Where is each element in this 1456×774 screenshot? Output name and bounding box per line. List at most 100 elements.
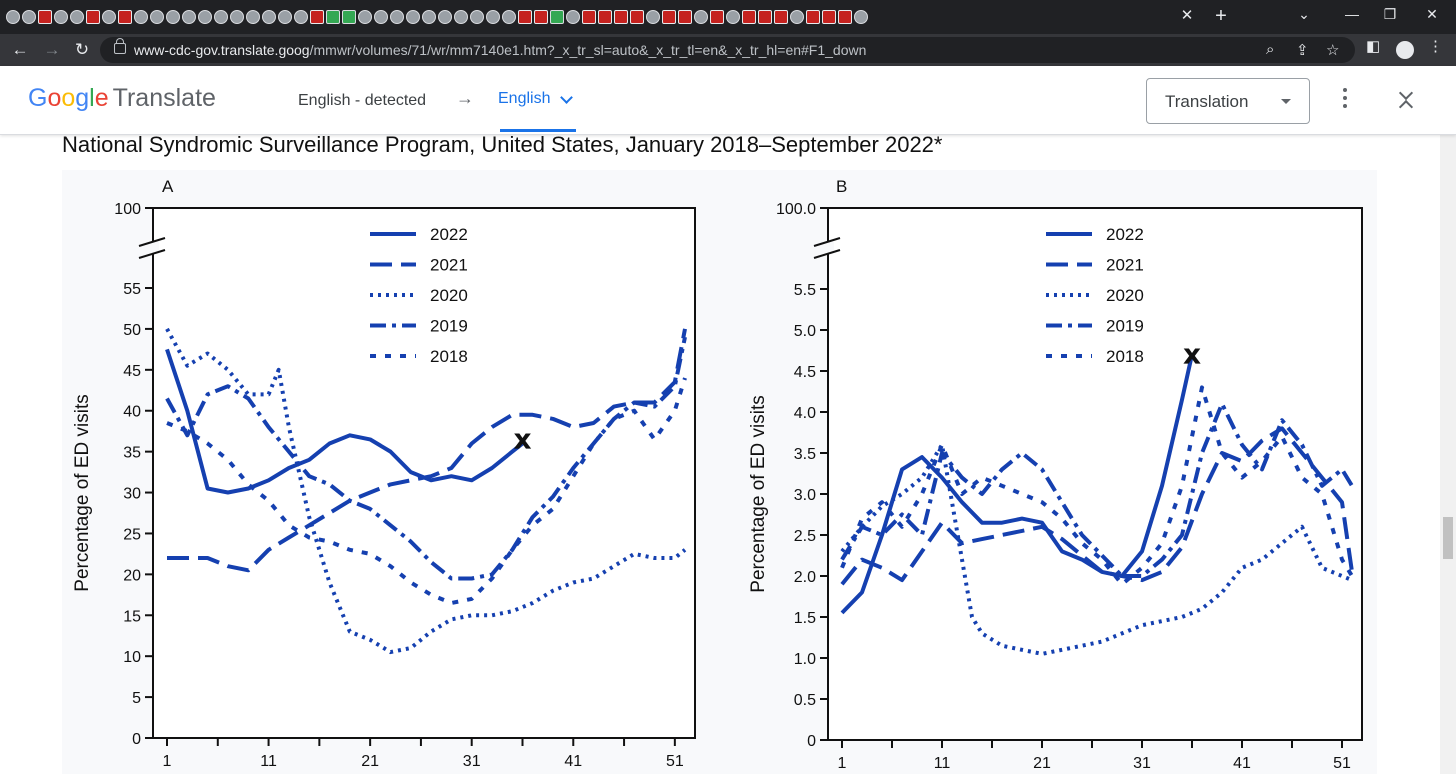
zoom-icon[interactable]: ⌕ xyxy=(1266,41,1275,58)
translation-mode-select[interactable]: Translation xyxy=(1146,78,1310,124)
tab-favicon-41[interactable] xyxy=(662,10,676,24)
x-tick-label: 31 xyxy=(463,753,481,770)
tab-favicon-18[interactable] xyxy=(294,10,308,24)
tab-favicon-45[interactable] xyxy=(726,10,740,24)
x-tick-label: 21 xyxy=(361,753,379,770)
tab-favicon-20[interactable] xyxy=(326,10,340,24)
y-tick-label: 4.5 xyxy=(794,364,816,381)
tab-favicon-44[interactable] xyxy=(710,10,724,24)
tab-favicon-4[interactable] xyxy=(70,10,84,24)
tab-favicon-43[interactable] xyxy=(694,10,708,24)
axis-break-gap xyxy=(147,242,159,254)
tab-favicon-32[interactable] xyxy=(518,10,532,24)
tab-favicon-31[interactable] xyxy=(502,10,516,24)
tab-favicon-51[interactable] xyxy=(822,10,836,24)
tab-favicon-42[interactable] xyxy=(678,10,692,24)
chevron-down-icon[interactable] xyxy=(560,91,573,104)
tab-favicon-33[interactable] xyxy=(534,10,548,24)
figure-heading: National Syndromic Surveillance Program,… xyxy=(62,134,943,157)
tab-favicon-48[interactable] xyxy=(774,10,788,24)
collapse-icon[interactable] xyxy=(1398,85,1416,115)
tab-favicon-35[interactable] xyxy=(566,10,580,24)
tab-favicon-9[interactable] xyxy=(150,10,164,24)
minimize-icon[interactable]: — xyxy=(1345,6,1359,22)
tab-favicon-36[interactable] xyxy=(582,10,596,24)
tab-favicon-39[interactable] xyxy=(630,10,644,24)
new-tab-button[interactable]: + xyxy=(1215,5,1227,27)
tab-favicon-27[interactable] xyxy=(438,10,452,24)
tab-favicon-46[interactable] xyxy=(742,10,756,24)
tab-favicon-28[interactable] xyxy=(454,10,468,24)
tab-favicon-38[interactable] xyxy=(614,10,628,24)
url-text[interactable]: www-cdc-gov.translate.goog/mmwr/volumes/… xyxy=(134,42,867,58)
y-tick-label: 40 xyxy=(123,404,141,421)
page-content: National Syndromic Surveillance Program,… xyxy=(0,134,1440,774)
bookmark-star-icon[interactable]: ☆ xyxy=(1326,42,1340,59)
tab-favicon-5[interactable] xyxy=(86,10,100,24)
side-panel-icon[interactable]: ◧ xyxy=(1366,38,1381,55)
tab-favicon-14[interactable] xyxy=(230,10,244,24)
tab-favicon-37[interactable] xyxy=(598,10,612,24)
tab-favicon-25[interactable] xyxy=(406,10,420,24)
google-translate-logo[interactable]: Google Translate xyxy=(28,84,216,112)
restore-icon[interactable]: ❐ xyxy=(1383,6,1397,22)
legend-label: 2020 xyxy=(430,286,468,305)
tab-favicon-10[interactable] xyxy=(166,10,180,24)
browser-menu-icon[interactable]: ⋮ xyxy=(1428,38,1443,55)
share-icon[interactable]: ⇪ xyxy=(1296,42,1309,59)
tab-favicon-12[interactable] xyxy=(198,10,212,24)
y-tick-label: 35 xyxy=(123,445,141,462)
tab-favicon-34[interactable] xyxy=(550,10,564,24)
close-tab-icon[interactable]: ✕ xyxy=(1180,7,1194,24)
y-break-label: 100 xyxy=(114,201,141,218)
tab-favicon-15[interactable] xyxy=(246,10,260,24)
tab-favicon-13[interactable] xyxy=(214,10,228,24)
tab-favicon-53[interactable] xyxy=(854,10,868,24)
tab-favicon-49[interactable] xyxy=(790,10,804,24)
tab-favicon-19[interactable] xyxy=(310,10,324,24)
target-language-dropdown[interactable]: English xyxy=(498,90,551,107)
browser-tab-strip: ✕ + ⌄ — ❐ ✕ xyxy=(0,0,1456,34)
y-axis-label: Percentage of ED visits xyxy=(748,395,769,592)
y-tick-label: 0.5 xyxy=(794,692,816,709)
x-tick-label: 51 xyxy=(666,753,684,770)
tab-favicon-22[interactable] xyxy=(358,10,372,24)
more-options-icon[interactable] xyxy=(1338,88,1352,114)
tab-search-icon[interactable]: ⌄ xyxy=(1298,6,1310,22)
tab-favicon-26[interactable] xyxy=(422,10,436,24)
tab-favicon-24[interactable] xyxy=(390,10,404,24)
tab-favicon-7[interactable] xyxy=(118,10,132,24)
scrollbar-thumb[interactable] xyxy=(1443,517,1453,559)
tab-favicon-47[interactable] xyxy=(758,10,772,24)
address-bar[interactable]: www-cdc-gov.translate.goog/mmwr/volumes/… xyxy=(100,37,1355,63)
page-scrollbar[interactable] xyxy=(1440,66,1456,774)
tab-favicon-6[interactable] xyxy=(102,10,116,24)
profile-avatar[interactable] xyxy=(1396,41,1414,59)
series-line-2018 xyxy=(840,385,1354,587)
tab-favicon-0[interactable] xyxy=(6,10,20,24)
tab-favicon-21[interactable] xyxy=(342,10,356,24)
back-arrow-icon[interactable]: ← xyxy=(11,40,29,59)
forward-arrow-icon[interactable]: → xyxy=(43,40,61,59)
tab-favicon-1[interactable] xyxy=(22,10,36,24)
close-window-icon[interactable]: ✕ xyxy=(1426,6,1438,22)
tab-favicon-23[interactable] xyxy=(374,10,388,24)
tab-favicon-52[interactable] xyxy=(838,10,852,24)
tab-favicon-40[interactable] xyxy=(646,10,660,24)
legend-label: 2022 xyxy=(430,225,468,244)
tab-favicon-2[interactable] xyxy=(38,10,52,24)
tab-favicon-3[interactable] xyxy=(54,10,68,24)
tab-favicon-30[interactable] xyxy=(486,10,500,24)
source-language[interactable]: English - detected xyxy=(298,92,427,109)
tab-favicon-50[interactable] xyxy=(806,10,820,24)
tab-favicon-17[interactable] xyxy=(278,10,292,24)
tab-favicon-16[interactable] xyxy=(262,10,276,24)
y-tick-label: 5 xyxy=(132,690,141,707)
x-tick-label: 21 xyxy=(1033,755,1051,772)
tab-favicon-29[interactable] xyxy=(470,10,484,24)
arrow-icon: → xyxy=(456,88,474,108)
reload-icon[interactable]: ↻ xyxy=(74,40,90,59)
tab-favicon-8[interactable] xyxy=(134,10,148,24)
tab-favicon-11[interactable] xyxy=(182,10,196,24)
x-tick-label: 11 xyxy=(934,755,951,772)
